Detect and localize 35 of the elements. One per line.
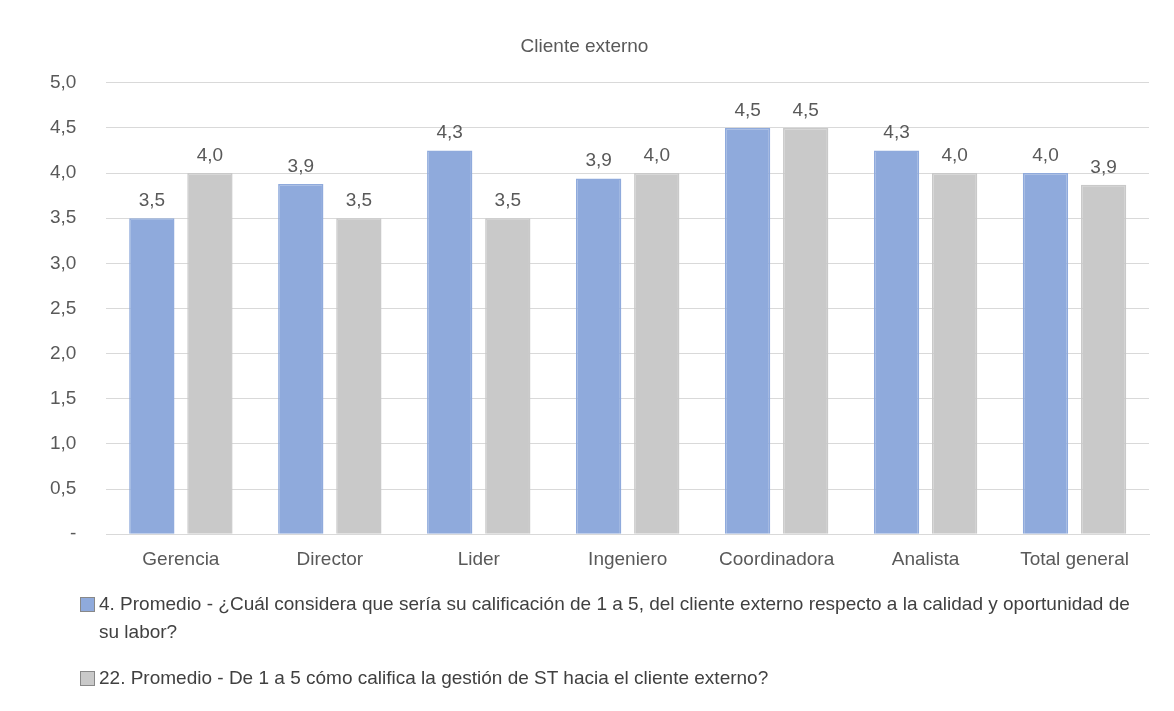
data-label: 4,0	[196, 143, 224, 165]
x-tick-label: Ingeniero	[588, 547, 668, 569]
data-label: 4,0	[643, 143, 670, 165]
data-label: 4,5	[734, 98, 761, 120]
data-label: 3,9	[287, 154, 314, 176]
data-label: 4,0	[1032, 143, 1059, 165]
legend-label: 4. Promedio - ¿Cuál considera que sería su calificación de 1 a 5, del cliente externo respecto a la calidad y oportunidad de su labor?	[99, 592, 1131, 644]
chart-title: Cliente externo	[520, 34, 649, 56]
data-label: 3,5	[138, 188, 166, 210]
data-label: 4,5	[792, 98, 819, 120]
data-label: 4,3	[883, 121, 910, 143]
x-tick-label: Director	[296, 547, 364, 569]
y-tick-label: 3,0	[49, 251, 77, 273]
y-tick-label: 4,5	[49, 116, 77, 138]
x-tick-label: Analista	[891, 547, 960, 569]
y-tick-label: 4,0	[49, 161, 77, 183]
y-tick-label: 0,5	[49, 477, 77, 499]
data-label: 4,3	[436, 121, 463, 143]
y-tick-label: 3,5	[49, 206, 77, 228]
data-label: 4,0	[941, 143, 968, 165]
y-tick-label: 2,5	[49, 296, 77, 318]
y-tick-label: 5,0	[49, 71, 77, 93]
y-tick-label: -	[70, 522, 77, 544]
x-tick-label: Lider	[457, 547, 501, 569]
data-label: 3,9	[585, 149, 612, 171]
data-label: 3,5	[494, 188, 522, 210]
y-tick-label: 1,5	[49, 387, 77, 409]
legend-label: 22. Promedio - De 1 a 5 cómo califica la gestión de ST hacia el cliente externo?	[99, 666, 769, 690]
x-tick-label: Coordinadora	[719, 547, 835, 569]
y-tick-label: 1,0	[49, 432, 77, 454]
x-tick-label: Gerencia	[142, 547, 220, 569]
y-tick-label: 2,0	[49, 341, 77, 363]
x-tick-label: Total general	[1020, 547, 1129, 569]
data-label: 3,5	[345, 188, 373, 210]
data-label: 3,9	[1090, 155, 1117, 177]
